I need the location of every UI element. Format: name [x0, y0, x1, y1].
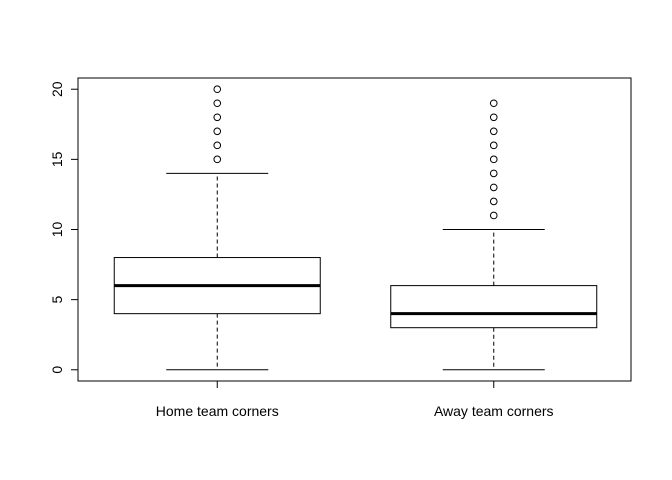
boxes: [113, 85, 598, 371]
x-axis: Home team corners Away team corners: [156, 380, 554, 419]
outlier-1-7: [489, 113, 498, 122]
outlier-1-4: [489, 155, 498, 164]
box-1: [390, 285, 598, 329]
y-tick-label-10: 10: [49, 222, 65, 238]
outlier-0-1: [213, 141, 222, 150]
box-group-1: [390, 99, 598, 371]
y-tick-label-5: 5: [49, 296, 65, 304]
x-category-label-0: Home team corners: [156, 403, 279, 419]
y-tick-label-20: 20: [49, 81, 65, 97]
outlier-1-2: [489, 183, 498, 192]
outlier-1-5: [489, 141, 498, 150]
x-category-label-1: Away team corners: [434, 403, 554, 419]
box-group-0: [113, 85, 321, 371]
outlier-0-5: [213, 85, 222, 94]
outlier-0-3: [213, 113, 222, 122]
outlier-1-0: [489, 211, 498, 220]
y-tick-label-15: 15: [49, 151, 65, 167]
outlier-1-6: [489, 127, 498, 136]
plot-frame: [77, 77, 632, 382]
outlier-1-1: [489, 197, 498, 206]
outlier-0-0: [213, 155, 222, 164]
outlier-1-8: [489, 99, 498, 108]
outlier-0-2: [213, 127, 222, 136]
outlier-1-3: [489, 169, 498, 178]
y-tick-label-0: 0: [49, 366, 65, 374]
outlier-0-4: [213, 99, 222, 108]
y-axis: 0 5 10 15 20: [49, 81, 79, 374]
